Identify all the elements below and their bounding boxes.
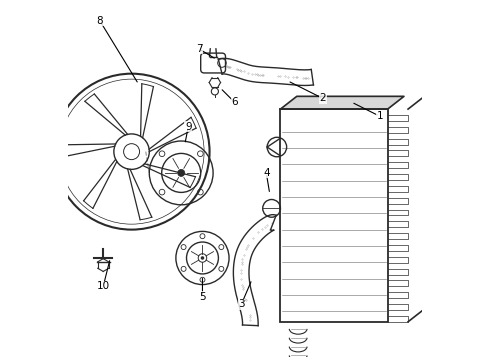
Text: 3: 3 <box>238 299 245 309</box>
Text: 4: 4 <box>263 168 270 178</box>
Text: 7: 7 <box>196 44 202 54</box>
Text: 9: 9 <box>185 122 192 132</box>
Text: 2: 2 <box>319 94 326 103</box>
Polygon shape <box>280 96 404 109</box>
Text: 10: 10 <box>97 281 110 291</box>
Text: 1: 1 <box>376 111 383 121</box>
Text: 6: 6 <box>231 97 238 107</box>
Circle shape <box>178 169 185 176</box>
Bar <box>280 109 388 322</box>
Text: 8: 8 <box>97 15 103 26</box>
Circle shape <box>198 254 207 262</box>
Circle shape <box>201 256 204 260</box>
Text: 5: 5 <box>199 292 206 302</box>
